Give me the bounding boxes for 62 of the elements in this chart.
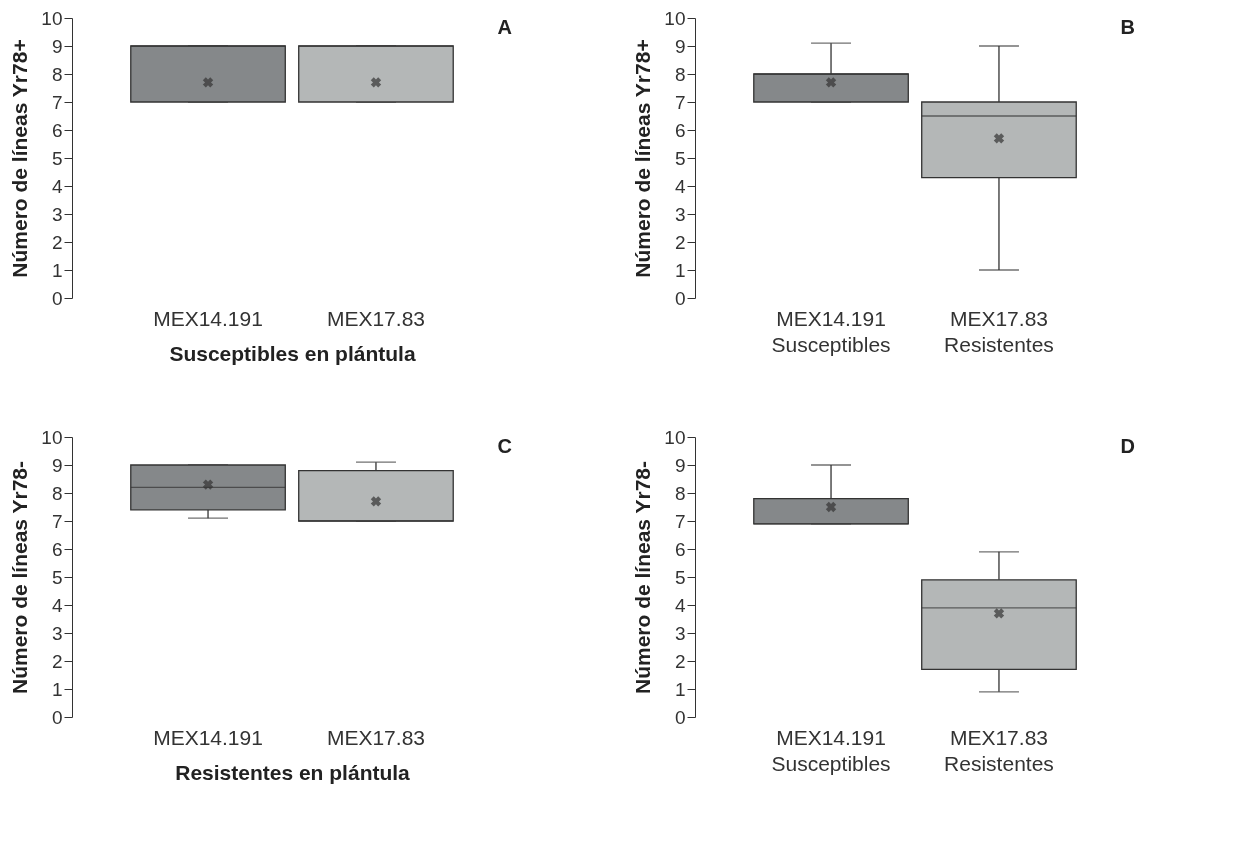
y-tick-label: 2 [674,231,686,253]
text: A [497,16,512,38]
text: C [497,435,512,457]
y-tick-label: 1 [674,259,686,281]
y-axis-title: Número de líneas Yr78- [631,460,655,695]
y-tick-label: 3 [51,622,63,644]
y-tick-label: 4 [674,594,686,616]
y-tick-label: 0 [674,706,686,728]
x-tick-label: MEX14.191 Susceptibles [771,725,891,775]
text: D [1120,435,1135,457]
y-tick-label: 1 [51,678,63,700]
y-tick-label: 6 [51,119,63,141]
y-tick-label: 1 [674,678,686,700]
y-tick-label: 8 [674,63,686,85]
y-tick-label: 4 [51,594,63,616]
y-tick-label: 5 [51,147,63,169]
x-tick-label: MEX17.83 [326,725,425,749]
y-tick-label: 9 [674,35,686,57]
y-tick-label: 3 [674,622,686,644]
y-tick-label: 5 [674,147,686,169]
x-tick-label: MEX14.191 Susceptibles [771,306,891,356]
y-tick-label: 8 [674,482,686,504]
y-tick-label: 7 [51,510,63,532]
y-axis-title: Número de líneas Yr78+ [8,39,32,278]
y-tick-label: 8 [51,63,63,85]
y-tick-label: 4 [51,175,63,197]
y-tick-label: 6 [51,538,63,560]
x-axis-title: Resistentes en plántula [175,760,411,784]
y-tick-label: 2 [51,650,63,672]
y-tick-label: 3 [674,203,686,225]
x-tick-label: MEX14.191 [153,725,263,749]
y-tick-label: 7 [674,91,686,113]
text: B [1120,16,1135,38]
x-tick-label: MEX17.83 Resistentes [944,306,1054,356]
y-tick-label: 5 [674,566,686,588]
y-tick-label: 9 [51,35,63,57]
y-tick-label: 1 [51,259,63,281]
y-axis-title: Número de líneas Yr78- [8,460,32,695]
y-tick-label: 0 [51,706,63,728]
y-tick-label: 9 [51,454,63,476]
y-tick-label: 6 [674,119,686,141]
x-tick-label: MEX17.83 [326,306,425,330]
y-tick-label: 7 [674,510,686,532]
y-tick-label: 10 [41,7,63,29]
y-tick-label: 0 [51,287,63,309]
y-tick-label: 0 [674,287,686,309]
y-tick-label: 8 [51,482,63,504]
x-tick-label: MEX14.191 [153,306,263,330]
y-tick-label: 7 [51,91,63,113]
y-tick-label: 6 [674,538,686,560]
y-tick-label: 9 [674,454,686,476]
y-tick-label: 5 [51,566,63,588]
y-tick-label: 4 [674,175,686,197]
y-tick-label: 10 [41,426,63,448]
y-tick-label: 10 [664,426,686,448]
y-axis-title: Número de líneas Yr78+ [631,39,655,278]
x-tick-label: MEX17.83 Resistentes [944,725,1054,775]
y-tick-label: 2 [674,650,686,672]
y-tick-label: 3 [51,203,63,225]
y-tick-label: 10 [664,7,686,29]
y-tick-label: 2 [51,231,63,253]
x-axis-title: Susceptibles en plántula [169,341,416,365]
